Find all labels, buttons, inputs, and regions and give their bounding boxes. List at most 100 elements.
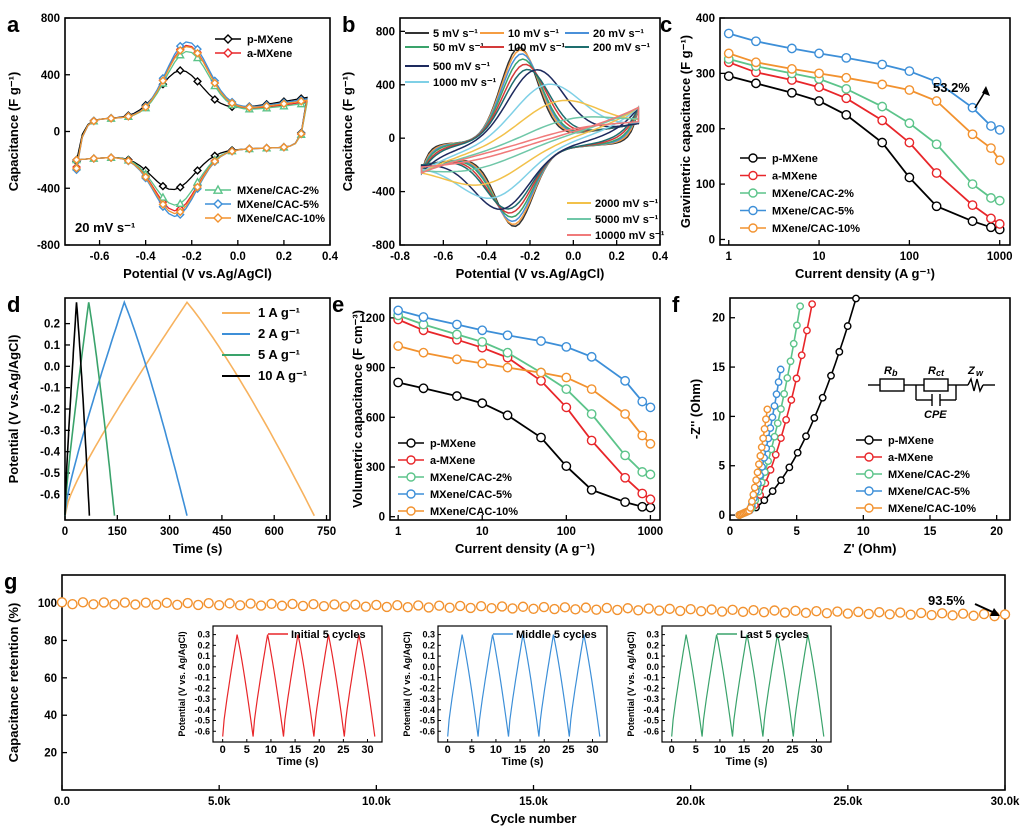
- circle-marker: [818, 393, 827, 402]
- x-tick-label: 20: [990, 526, 1003, 538]
- diamond-marker: [262, 143, 272, 153]
- inset-y-tick-label: -0.2: [419, 683, 435, 693]
- x-tick-label: 100: [900, 251, 919, 263]
- circle-marker: [936, 608, 948, 619]
- circle-marker: [685, 603, 696, 615]
- inset-curve: [222, 634, 376, 737]
- inset-y-tick-label: -0.4: [194, 705, 210, 715]
- circle-marker: [864, 452, 874, 462]
- legend-label: 5 A g⁻¹: [258, 347, 300, 362]
- circle-marker: [586, 384, 597, 395]
- circle-marker: [749, 490, 758, 499]
- y-tick-label: 800: [376, 26, 395, 38]
- rate-curve-p-MXene: [728, 75, 1000, 231]
- circle-marker: [841, 93, 852, 104]
- circle-marker: [810, 414, 819, 422]
- circle-marker: [255, 600, 267, 611]
- circle-marker: [538, 601, 550, 613]
- circle-marker: [967, 216, 978, 227]
- circle-marker: [620, 450, 631, 461]
- circle-marker: [507, 603, 518, 614]
- circle-marker: [968, 610, 979, 621]
- circle-marker: [140, 597, 152, 608]
- circle-marker: [841, 109, 852, 120]
- circle-marker: [360, 601, 372, 612]
- circle-marker: [786, 64, 797, 74]
- y-tick-label: 400: [376, 80, 395, 92]
- circle-marker: [586, 409, 597, 419]
- diamond-marker: [279, 99, 289, 109]
- circle-marker: [759, 434, 768, 443]
- circle-marker: [863, 608, 874, 620]
- circle-marker: [773, 419, 782, 428]
- legend-label: MXene/CAC-10%: [237, 213, 325, 225]
- y-axis-label: Gravimetric capacitance (F g⁻¹): [678, 35, 693, 228]
- diamond-marker: [227, 146, 237, 156]
- circle-marker: [808, 300, 817, 309]
- x-tick-label: 0.4: [322, 251, 339, 263]
- x-tick-label: 450: [212, 526, 231, 538]
- diamond-marker: [210, 78, 220, 88]
- legend-label: a-MXene: [247, 48, 292, 60]
- legend-label: MXene/CAC-2%: [237, 185, 319, 197]
- inset-x-tick-label: 5: [693, 744, 699, 756]
- inset-x-label: Time (s): [502, 756, 544, 768]
- circle-marker: [779, 607, 791, 618]
- inset-2: 0 5 10 15 20 25 30 0.30.20.10.0-0.1-0.2-0.3-0.4…: [626, 625, 832, 768]
- y-tick-label: 0.2: [44, 319, 60, 331]
- circle-marker: [777, 434, 785, 443]
- y-tick-label: 0: [709, 234, 715, 246]
- circle-marker: [994, 155, 1005, 166]
- circle-marker: [814, 82, 824, 93]
- x-tick-label: 1: [395, 526, 402, 538]
- inset-frame: [437, 625, 608, 743]
- circle-marker: [620, 409, 631, 419]
- circle-marker: [620, 497, 631, 508]
- circle-marker: [586, 484, 597, 495]
- circle-marker: [706, 604, 717, 615]
- inset-title: Initial 5 cycles: [291, 629, 366, 641]
- circle-marker: [193, 599, 204, 611]
- inset-y-tick-label: -0.2: [643, 683, 659, 693]
- inset-title: Middle 5 cycles: [516, 629, 597, 641]
- y-axis-label: -Z'' (Ohm): [688, 379, 703, 439]
- diamond-marker: [89, 154, 99, 163]
- circle-marker: [864, 486, 874, 496]
- circle-marker: [452, 319, 462, 330]
- diamond-marker: [296, 129, 306, 139]
- inset-x-tick-label: 20: [313, 744, 325, 756]
- circle-marker: [452, 391, 462, 401]
- y-tick-label: 15: [712, 362, 725, 374]
- circle-marker: [786, 43, 797, 54]
- y-tick-label: -800: [372, 240, 395, 252]
- circle-marker: [751, 78, 761, 89]
- circle-marker: [643, 603, 654, 614]
- y-tick-label: 900: [366, 363, 385, 375]
- circle-marker: [752, 476, 761, 484]
- triangle-marker: [158, 192, 168, 201]
- circle-marker: [612, 604, 623, 616]
- circle-marker: [800, 607, 812, 619]
- legend-label: a-MXene: [430, 455, 475, 467]
- diamond-marker: [175, 66, 185, 75]
- circle-marker: [748, 205, 758, 216]
- circle-marker: [645, 469, 656, 480]
- inset-curve: [671, 634, 825, 737]
- x-tick-label: -0.4: [477, 251, 497, 263]
- circle-marker: [67, 598, 78, 610]
- circle-marker: [637, 501, 648, 512]
- legend-label: MXene/CAC-2%: [430, 472, 512, 484]
- inset-y-tick-label: 0.1: [646, 651, 659, 661]
- x-tick-label: 0.0: [565, 251, 581, 263]
- y-axis-label: Capacitance retention (%): [6, 603, 21, 763]
- circle-marker: [842, 608, 854, 619]
- x-tick-label: 15: [924, 526, 937, 538]
- circle-marker: [904, 137, 915, 148]
- circle-marker: [841, 52, 852, 63]
- inset-frame: [661, 625, 832, 743]
- inset-y-tick-label: -0.1: [194, 673, 210, 683]
- x-tick-label: 1000: [638, 526, 664, 538]
- legend-label: MXene/CAC-10%: [888, 503, 976, 515]
- gcd-curve-5 A g⁻¹: [64, 302, 116, 516]
